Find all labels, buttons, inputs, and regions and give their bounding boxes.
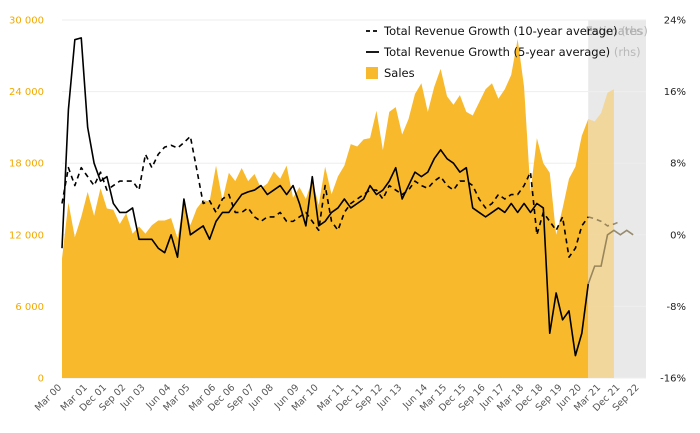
y-right-tick-label: 8% [670, 159, 686, 170]
y-left-tick-label: 6 000 [15, 302, 44, 313]
legend-label: Total Revenue Growth (5-year average) (r… [383, 45, 641, 59]
y-left-tick-label: 24 000 [9, 87, 44, 98]
y-right-tick-label: 0% [670, 230, 686, 241]
x-tick-label: Mar 00 [33, 382, 64, 413]
y-right-tick-label: 16% [664, 87, 686, 98]
growth-10y-line-estimate [588, 216, 621, 227]
y-left-tick-label: 12 000 [9, 230, 44, 241]
y-right-tick-label: 24% [664, 16, 686, 27]
sales-area-estimate [588, 89, 614, 379]
y-axis-right: -16% -8% 0% 8% 16% 24% [660, 16, 686, 385]
growth-lines-layer [61, 37, 634, 357]
growth-5y-line [61, 37, 590, 357]
legend-label: Total Revenue Growth (10-year average) (… [383, 24, 648, 38]
sales-area [62, 39, 589, 379]
y-right-tick-label: -16% [660, 374, 686, 385]
y-right-tick-label: -8% [667, 302, 686, 313]
estimates-label: Estimates [586, 24, 643, 38]
y-left-tick-label: 0 [38, 374, 44, 385]
legend: Total Revenue Growth (10-year average) (… [366, 24, 648, 80]
y-axis-left: 0 6 000 12 000 18 000 24 000 30 000 [9, 16, 44, 385]
growth-10y-line [61, 135, 589, 258]
y-left-tick-label: 30 000 [9, 16, 44, 27]
legend-label: Sales [384, 66, 415, 80]
y-left-tick-label: 18 000 [9, 159, 44, 170]
legend-marker-square [366, 67, 378, 79]
growth-5y-line-estimate [587, 229, 634, 285]
sales-area-layer [62, 39, 614, 379]
legend-suffix: (rhs) [617, 24, 647, 38]
legend-suffix: (rhs) [610, 45, 640, 59]
